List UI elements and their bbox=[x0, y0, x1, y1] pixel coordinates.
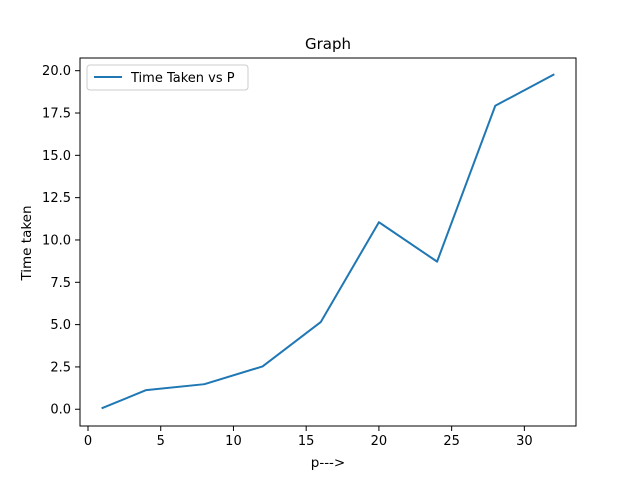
chart-title: Graph bbox=[305, 35, 351, 53]
y-axis-ticks: 0.0 2.5 5.0 7.5 10.0 12.5 15.0 17.5 20.0 bbox=[42, 64, 80, 418]
x-axis-ticks: 0 5 10 15 20 25 30 bbox=[84, 426, 533, 449]
y-tick-label: 17.5 bbox=[42, 107, 71, 122]
y-tick-label: 10.0 bbox=[42, 233, 71, 248]
legend: Time Taken vs P bbox=[86, 64, 249, 91]
y-tick-label: 12.5 bbox=[42, 191, 71, 206]
legend-label: Time Taken vs P bbox=[130, 71, 235, 86]
x-tick-label: 15 bbox=[298, 434, 315, 449]
x-axis-title: p---> bbox=[311, 455, 346, 471]
series-layer bbox=[101, 73, 555, 410]
plot-area bbox=[79, 57, 577, 427]
x-tick-label: 20 bbox=[371, 434, 388, 449]
x-tick-label: 5 bbox=[157, 434, 165, 449]
y-tick-label: 15.0 bbox=[42, 149, 71, 164]
y-tick-label: 20.0 bbox=[42, 64, 71, 79]
x-tick-label: 10 bbox=[225, 434, 242, 449]
y-axis-title: Time taken bbox=[19, 205, 35, 281]
legend-frame bbox=[86, 64, 249, 91]
y-tick-label: 7.5 bbox=[50, 276, 71, 291]
x-tick-label: 30 bbox=[516, 434, 533, 449]
axes-frame bbox=[79, 57, 577, 427]
x-tick-label: 0 bbox=[84, 434, 92, 449]
y-tick-label: 2.5 bbox=[50, 360, 71, 375]
series-line bbox=[101, 73, 555, 410]
x-tick-label: 25 bbox=[443, 434, 460, 449]
y-tick-label: 0.0 bbox=[50, 403, 71, 418]
y-tick-label: 5.0 bbox=[50, 318, 71, 333]
